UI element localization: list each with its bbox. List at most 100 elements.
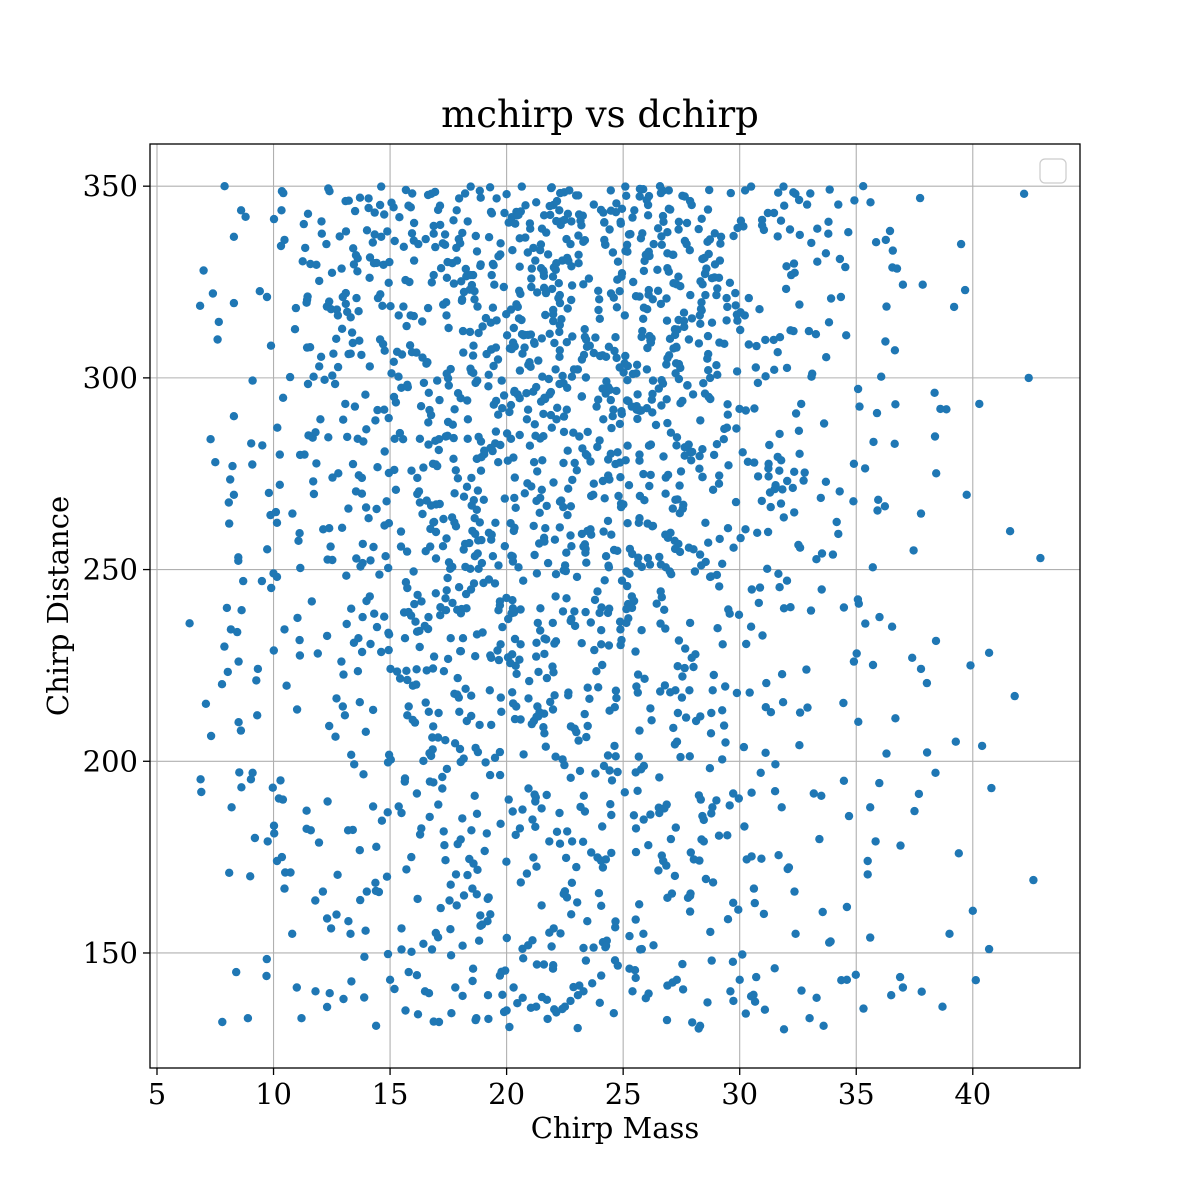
data-point [465, 854, 474, 864]
data-point [696, 319, 705, 328]
data-point [429, 652, 439, 661]
data-point [555, 327, 564, 337]
data-point [485, 183, 495, 192]
data-point [674, 636, 684, 645]
data-point [723, 831, 732, 840]
data-point [597, 626, 606, 635]
data-point [705, 764, 715, 773]
data-point [612, 693, 621, 703]
data-point [668, 504, 677, 513]
data-point [611, 333, 620, 342]
data-point [439, 514, 448, 524]
data-point [470, 514, 479, 523]
data-point [365, 273, 374, 282]
data-point [563, 209, 573, 218]
data-point [661, 489, 670, 498]
data-point [211, 458, 220, 467]
data-point [657, 593, 666, 602]
data-point [343, 826, 353, 835]
data-point [380, 612, 389, 621]
data-point [496, 693, 505, 702]
data-point [322, 631, 332, 641]
data-point [871, 837, 880, 846]
data-point [885, 226, 895, 236]
data-point [750, 458, 759, 467]
data-point [548, 662, 557, 671]
data-point [479, 495, 488, 504]
data-point [732, 688, 742, 698]
data-point [592, 667, 601, 676]
data-point [527, 282, 536, 292]
data-point [456, 394, 465, 403]
x-axis-label: Chirp Mass [531, 1111, 700, 1145]
data-point [431, 554, 441, 563]
data-point [312, 459, 321, 468]
data-point [303, 292, 312, 301]
data-point [469, 368, 478, 378]
data-point [712, 361, 721, 370]
data-point [471, 652, 480, 661]
data-point [629, 811, 639, 820]
data-point [495, 770, 505, 780]
data-point [419, 756, 428, 766]
data-point [226, 625, 236, 634]
data-point [601, 352, 611, 361]
data-point [559, 412, 569, 421]
data-point [271, 507, 281, 517]
data-point [774, 851, 783, 860]
data-point [942, 405, 951, 414]
data-point [547, 942, 556, 951]
data-point [732, 424, 741, 433]
data-point [775, 429, 784, 439]
data-point [695, 464, 704, 473]
data-point [844, 228, 853, 237]
data-point [606, 186, 615, 195]
data-point [469, 579, 479, 588]
data-point [516, 640, 525, 649]
data-point [384, 750, 394, 759]
data-point [316, 352, 326, 361]
data-point [349, 244, 358, 253]
data-point [566, 773, 575, 782]
data-point [399, 608, 409, 617]
data-point [791, 929, 800, 938]
data-point [280, 625, 289, 634]
data-point [956, 239, 966, 249]
data-point [548, 618, 557, 628]
data-point [633, 414, 642, 424]
data-point [731, 288, 740, 298]
data-point [269, 821, 279, 830]
data-point [492, 194, 501, 203]
data-point [391, 398, 401, 407]
data-point [468, 351, 478, 360]
data-point [684, 440, 693, 449]
data-point [681, 713, 691, 722]
data-point [511, 830, 520, 840]
data-point [436, 903, 445, 913]
data-point [531, 822, 540, 831]
data-point [598, 822, 607, 831]
data-point [525, 441, 535, 450]
data-point [508, 338, 518, 347]
data-point [778, 698, 788, 707]
data-point [439, 827, 448, 836]
data-point [515, 234, 524, 243]
data-point [669, 723, 678, 733]
data-point [549, 478, 558, 487]
data-point [621, 182, 630, 191]
data-point [635, 900, 644, 909]
data-point [225, 868, 234, 877]
data-point [403, 382, 412, 392]
data-point [623, 247, 632, 256]
data-point [349, 260, 359, 269]
data-point [714, 479, 724, 488]
data-point [662, 395, 671, 404]
data-point [446, 951, 456, 960]
data-point [574, 210, 584, 219]
data-point [681, 644, 690, 653]
data-point [654, 866, 663, 875]
data-point [532, 862, 541, 871]
data-point [517, 330, 527, 339]
data-point [703, 998, 712, 1007]
data-point [557, 496, 566, 505]
